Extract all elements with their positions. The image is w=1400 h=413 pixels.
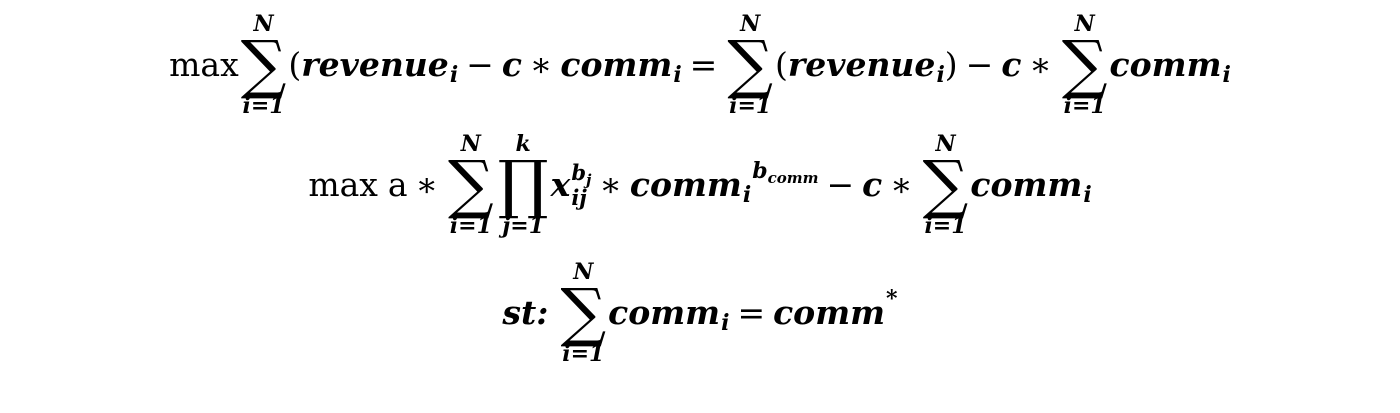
sigma-symbol: ∑: [1061, 27, 1108, 102]
comm-term: comm: [1109, 45, 1222, 85]
x-variable: x: [550, 165, 571, 205]
summation-1: N ∑ i=1: [448, 133, 494, 238]
sum-lower-limit: i=1: [242, 93, 285, 120]
target-star: *: [886, 285, 898, 312]
c-variable: c: [1001, 45, 1022, 85]
x-superscript: bj: [571, 159, 592, 189]
comm-term: comm: [629, 165, 742, 205]
open-paren: (: [775, 45, 788, 85]
summation: N ∑ i=1: [560, 261, 606, 366]
prod-upper-limit: k: [515, 130, 531, 157]
sum-lower-limit: i=1: [924, 213, 967, 240]
equals-sign: =: [737, 293, 766, 333]
times-sign: ∗: [415, 165, 439, 205]
comm-term: comm: [970, 165, 1083, 205]
st-label: st:: [502, 293, 549, 333]
equals-sign: =: [689, 45, 718, 85]
equation-objective: max N ∑ i=1 ( revenue i − c ∗ comm i = N…: [0, 0, 1400, 130]
comm-subscript: i: [1222, 61, 1231, 88]
times-sign: ∗: [890, 165, 913, 205]
comm-term: comm: [560, 45, 673, 85]
sigma-symbol: ∑: [240, 27, 287, 102]
minus-sign: −: [826, 165, 855, 205]
sum-upper-limit: N: [935, 130, 956, 157]
comm-target: comm: [773, 293, 886, 333]
equation-constraint: st: N ∑ i=1 comm i = comm *: [0, 248, 1400, 378]
sigma-symbol: ∑: [727, 27, 774, 102]
sigma-symbol: ∑: [922, 147, 969, 222]
sum-lower-limit: i=1: [1063, 93, 1106, 120]
revenue-term: revenue: [301, 45, 449, 85]
sum-upper-limit: N: [253, 10, 274, 37]
minus-sign: −: [965, 45, 994, 85]
c-variable: c: [501, 45, 522, 85]
summation-1: N ∑ i=1: [241, 13, 287, 118]
max-operator: max: [169, 45, 239, 85]
summation-2: N ∑ i=1: [727, 13, 773, 118]
max-operator: max: [308, 165, 378, 205]
sum-lower-limit: i=1: [449, 213, 492, 240]
revenue-subscript: i: [936, 61, 945, 88]
prod-lower-limit: j=1: [502, 213, 545, 240]
product: k ∏ j=1: [498, 133, 549, 238]
sum-upper-limit: N: [460, 130, 481, 157]
comm-subscript: i: [673, 61, 682, 88]
comm-subscript: i: [1083, 181, 1092, 208]
sum-lower-limit: i=1: [562, 341, 605, 368]
times-sign: ∗: [1029, 45, 1052, 85]
comm-subscript: i: [742, 181, 752, 208]
sigma-symbol: ∑: [560, 275, 607, 350]
equation-model: max a ∗ N ∑ i=1 k ∏ j=1 x bj ij ∗ comm i…: [0, 120, 1400, 250]
comm-term: comm: [608, 293, 721, 333]
comm-subscript: i: [721, 309, 730, 336]
x-scripts: bj ij: [571, 159, 592, 210]
times-sign: ∗: [529, 45, 553, 85]
sum-lower-limit: i=1: [729, 93, 772, 120]
x-subscript: ij: [571, 184, 587, 210]
a-constant: a: [387, 165, 408, 205]
minus-sign: −: [466, 45, 494, 85]
times-sign: ∗: [599, 165, 622, 205]
pi-symbol: ∏: [497, 147, 549, 222]
comm-exponent: bcomm: [752, 157, 819, 187]
eq2-content: max a ∗ N ∑ i=1 k ∏ j=1 x bj ij ∗ comm i…: [308, 133, 1091, 238]
sum-upper-limit: N: [1074, 10, 1095, 37]
summation-3: N ∑ i=1: [1062, 13, 1108, 118]
sum-upper-limit: N: [740, 10, 761, 37]
eq3-content: st: N ∑ i=1 comm i = comm *: [502, 261, 897, 366]
open-paren: (: [288, 45, 302, 85]
sigma-symbol: ∑: [448, 147, 494, 222]
close-paren: ): [944, 45, 958, 85]
revenue-subscript: i: [449, 61, 459, 88]
eq1-content: max N ∑ i=1 ( revenue i − c ∗ comm i = N…: [169, 13, 1231, 118]
sum-upper-limit: N: [573, 258, 594, 285]
c-variable: c: [862, 165, 883, 205]
summation-2: N ∑ i=1: [923, 133, 969, 238]
revenue-term: revenue: [787, 45, 936, 85]
